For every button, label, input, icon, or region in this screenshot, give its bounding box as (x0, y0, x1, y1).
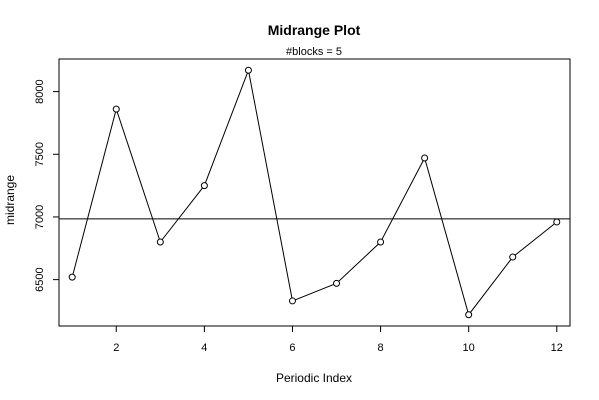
data-point (200, 182, 208, 190)
y-axis-label: midrange (3, 175, 17, 225)
series-line (71, 68, 558, 316)
x-axis: 2 4 6 8 10 12 (113, 326, 563, 354)
y-tick-label: 7500 (34, 142, 46, 166)
y-axis: 6500 7000 7500 8000 (34, 79, 59, 292)
y-tick-label: 8000 (34, 79, 46, 103)
data-points (68, 66, 561, 319)
data-point (288, 297, 296, 305)
x-tick-label: 8 (378, 342, 384, 354)
data-point (421, 154, 429, 162)
data-point (509, 253, 517, 261)
data-point (333, 279, 341, 287)
x-tick-label: 12 (551, 342, 563, 354)
y-tick-label: 6500 (34, 267, 46, 291)
data-point (465, 311, 473, 319)
data-point (377, 238, 385, 246)
data-point (112, 105, 120, 113)
data-point (244, 66, 252, 74)
y-tick-label: 7000 (34, 205, 46, 229)
data-point (553, 218, 561, 226)
data-point (156, 238, 164, 246)
plot-frame (58, 58, 571, 327)
x-axis-label: Periodic Index (276, 371, 352, 385)
x-tick-label: 2 (113, 342, 119, 354)
x-tick-label: 4 (201, 342, 207, 354)
chart-title: Midrange Plot (268, 22, 361, 38)
x-tick-label: 6 (289, 342, 295, 354)
x-tick-label: 10 (463, 342, 475, 354)
chart-subtitle: #blocks = 5 (286, 46, 342, 58)
data-point (68, 273, 76, 281)
